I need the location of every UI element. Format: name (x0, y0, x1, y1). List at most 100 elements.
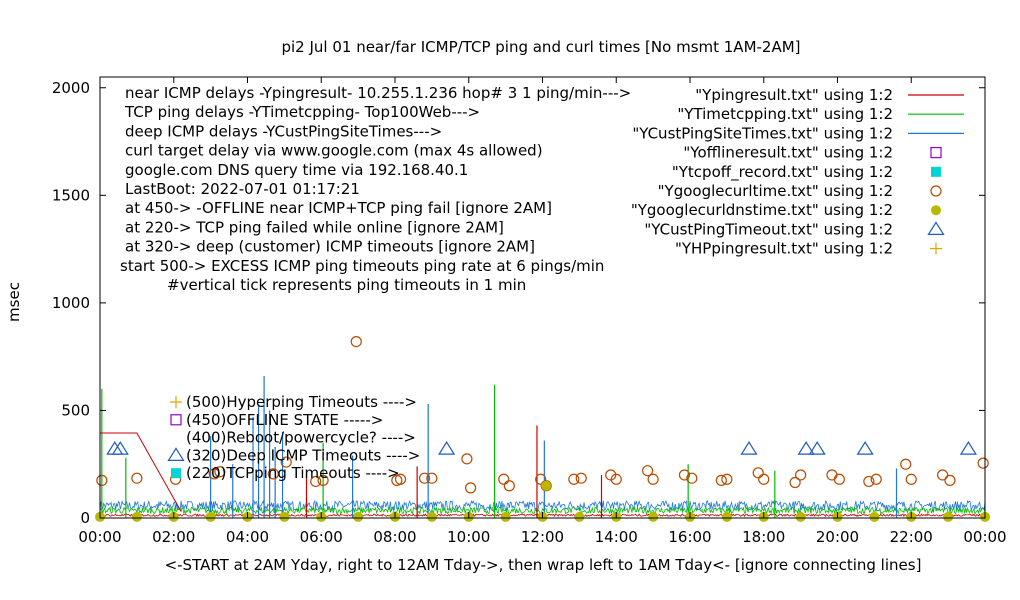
data-point-series-5 (977, 457, 989, 469)
data-point-series-5 (461, 453, 473, 465)
x-tick-label: 14:00 (595, 528, 638, 546)
series-line-2 (99, 499, 986, 512)
marker-label-symbol (171, 468, 181, 479)
annotation-line: near ICMP delays -Ypingresult- 10.255.1.… (125, 84, 631, 102)
data-point-series-5 (686, 472, 698, 484)
y-tick-label: 0 (80, 509, 90, 527)
y-axis-label: msec (5, 282, 23, 322)
data-point-series-5 (905, 473, 917, 485)
legend-entry-label: "YTimetcpping.txt" using 1:2 (677, 105, 893, 123)
data-point-series-5 (426, 472, 438, 484)
data-point-series-5 (610, 473, 622, 485)
legend-swatch (930, 147, 942, 159)
data-point-series-6 (943, 511, 954, 522)
data-point-series-5 (715, 474, 727, 486)
legend: "Ypingresult.txt" using 1:2"YTimetcpping… (631, 86, 964, 258)
annotation-line: start 500-> EXCESS ICMP ping timeouts pi… (120, 257, 604, 275)
x-tick-label: 06:00 (300, 528, 343, 546)
y-tick-label: 1000 (52, 294, 90, 312)
annotation-line: LastBoot: 2022-07-01 01:17:21 (125, 180, 360, 198)
data-point-series-5 (350, 336, 362, 348)
data-point-series-5 (721, 473, 733, 485)
x-tick-label: 04:00 (226, 528, 269, 546)
legend-swatch (931, 166, 941, 177)
data-point-series-6 (279, 511, 290, 522)
axis-layer: 00:00 02:00 04:00 06:00 08:00 10:00 12:00 14:00… (52, 77, 1007, 546)
marker-label: (450)OFFLINE STATE -----> (186, 411, 383, 429)
data-point-series-7 (438, 441, 456, 455)
legend-swatch (930, 242, 942, 255)
annotation-line: TCP ping delays -YTimetcpping- Top100Web… (124, 103, 480, 121)
marker-label: (320)Deep ICMP Timeouts ----> (186, 446, 420, 464)
annotation-layer: near ICMP delays -Ypingresult- 10.255.1.… (120, 84, 631, 482)
data-point-series-5 (789, 476, 801, 489)
annotation-line: at 220-> TCP ping failed while online [i… (125, 218, 504, 236)
legend-swatch (927, 221, 945, 235)
data-point-series-5 (678, 469, 691, 481)
data-point-series-5 (498, 473, 510, 485)
data-point-series-5 (900, 458, 912, 470)
data-point-series-6 (205, 511, 216, 522)
x-tick-label: 10:00 (447, 528, 490, 546)
x-tick-label: 00:00 (963, 528, 1006, 546)
data-point-series-6 (353, 511, 364, 522)
legend-entry-label: "Yofflineresult.txt" using 1:2 (683, 144, 893, 162)
data-point-series-6 (500, 511, 511, 522)
marker-label: (400)Reboot/powercycle? ----> (186, 429, 416, 447)
data-point-series-7 (797, 441, 815, 455)
legend-entry-label: "Ypingresult.txt" using 1:2 (695, 86, 893, 104)
y-tick-label: 500 (61, 401, 90, 419)
data-point-series-5 (131, 472, 143, 484)
data-point-series-5 (944, 474, 956, 486)
marker-label: (500)Hyperping Timeouts ----> (186, 393, 417, 411)
data-point-series-5 (870, 473, 882, 485)
annotation-line: at 320-> deep (customer) ICMP timeouts [… (125, 238, 535, 256)
offline-overlay-line (100, 432, 182, 512)
annotation-line: at 450-> -OFFLINE near ICMP+TCP ping fai… (125, 199, 552, 217)
data-point-series-7 (856, 441, 874, 455)
data-point-series-5 (568, 473, 580, 485)
data-point-series-5 (535, 473, 547, 485)
legend-entry-label: "Ygooglecurldnstime.txt" using 1:2 (631, 201, 893, 219)
data-point-series-5 (826, 469, 838, 481)
data-point-series-7 (808, 441, 826, 455)
legend-entry-label: "YCustPingTimeout.txt" using 1:2 (644, 220, 893, 238)
data-point-series-5 (833, 473, 845, 485)
data-point-series-6 (648, 511, 659, 522)
legend-entry-label: "YCustPingSiteTimes.txt" using 1:2 (632, 124, 893, 142)
data-point-series-5 (641, 465, 654, 477)
data-point-series-7 (111, 441, 129, 455)
data-point-series-5 (936, 469, 949, 481)
legend-entry-label: "YHPpingresult.txt" using 1:2 (675, 240, 893, 258)
legend-swatch (931, 205, 941, 216)
annotation-line: deep ICMP delays -YCustPingSiteTimes---> (125, 122, 442, 140)
data-point-series-5 (863, 475, 875, 488)
x-tick-label: 08:00 (373, 528, 416, 546)
data-point-series-5 (503, 480, 515, 492)
data-point-series-5 (317, 474, 329, 486)
data-point-series-5 (752, 467, 764, 479)
x-tick-label: 12:00 (521, 528, 564, 546)
plot-frame (99, 76, 986, 519)
data-point-series-5 (310, 475, 322, 488)
x-tick-label: 20:00 (816, 528, 859, 546)
data-point-series-5 (214, 466, 226, 478)
series-line-1 (99, 505, 986, 516)
x-tick-label: 16:00 (668, 528, 711, 546)
marker-label-symbol (170, 414, 182, 426)
marker-label-symbol (167, 447, 185, 461)
data-point-series-5 (394, 473, 407, 485)
marker-label-symbol (170, 396, 182, 408)
data-point-series-5 (96, 474, 108, 486)
x-tick-label: 00:00 (78, 528, 121, 546)
annotation-line: curl target delay via www.google.com (ma… (125, 142, 543, 160)
data-point-series-6 (426, 511, 437, 522)
data-point-series-5 (464, 482, 477, 494)
data-point-series-6 (131, 511, 142, 522)
data-point-series-5 (418, 472, 431, 484)
chart-title: pi2 Jul 01 near/far ICMP/TCP ping and cu… (281, 38, 800, 56)
y-tick-label: 1500 (52, 186, 90, 204)
data-point-series-5 (647, 473, 659, 485)
data-point-series-5 (208, 468, 220, 480)
data-point-series-6 (795, 511, 806, 522)
